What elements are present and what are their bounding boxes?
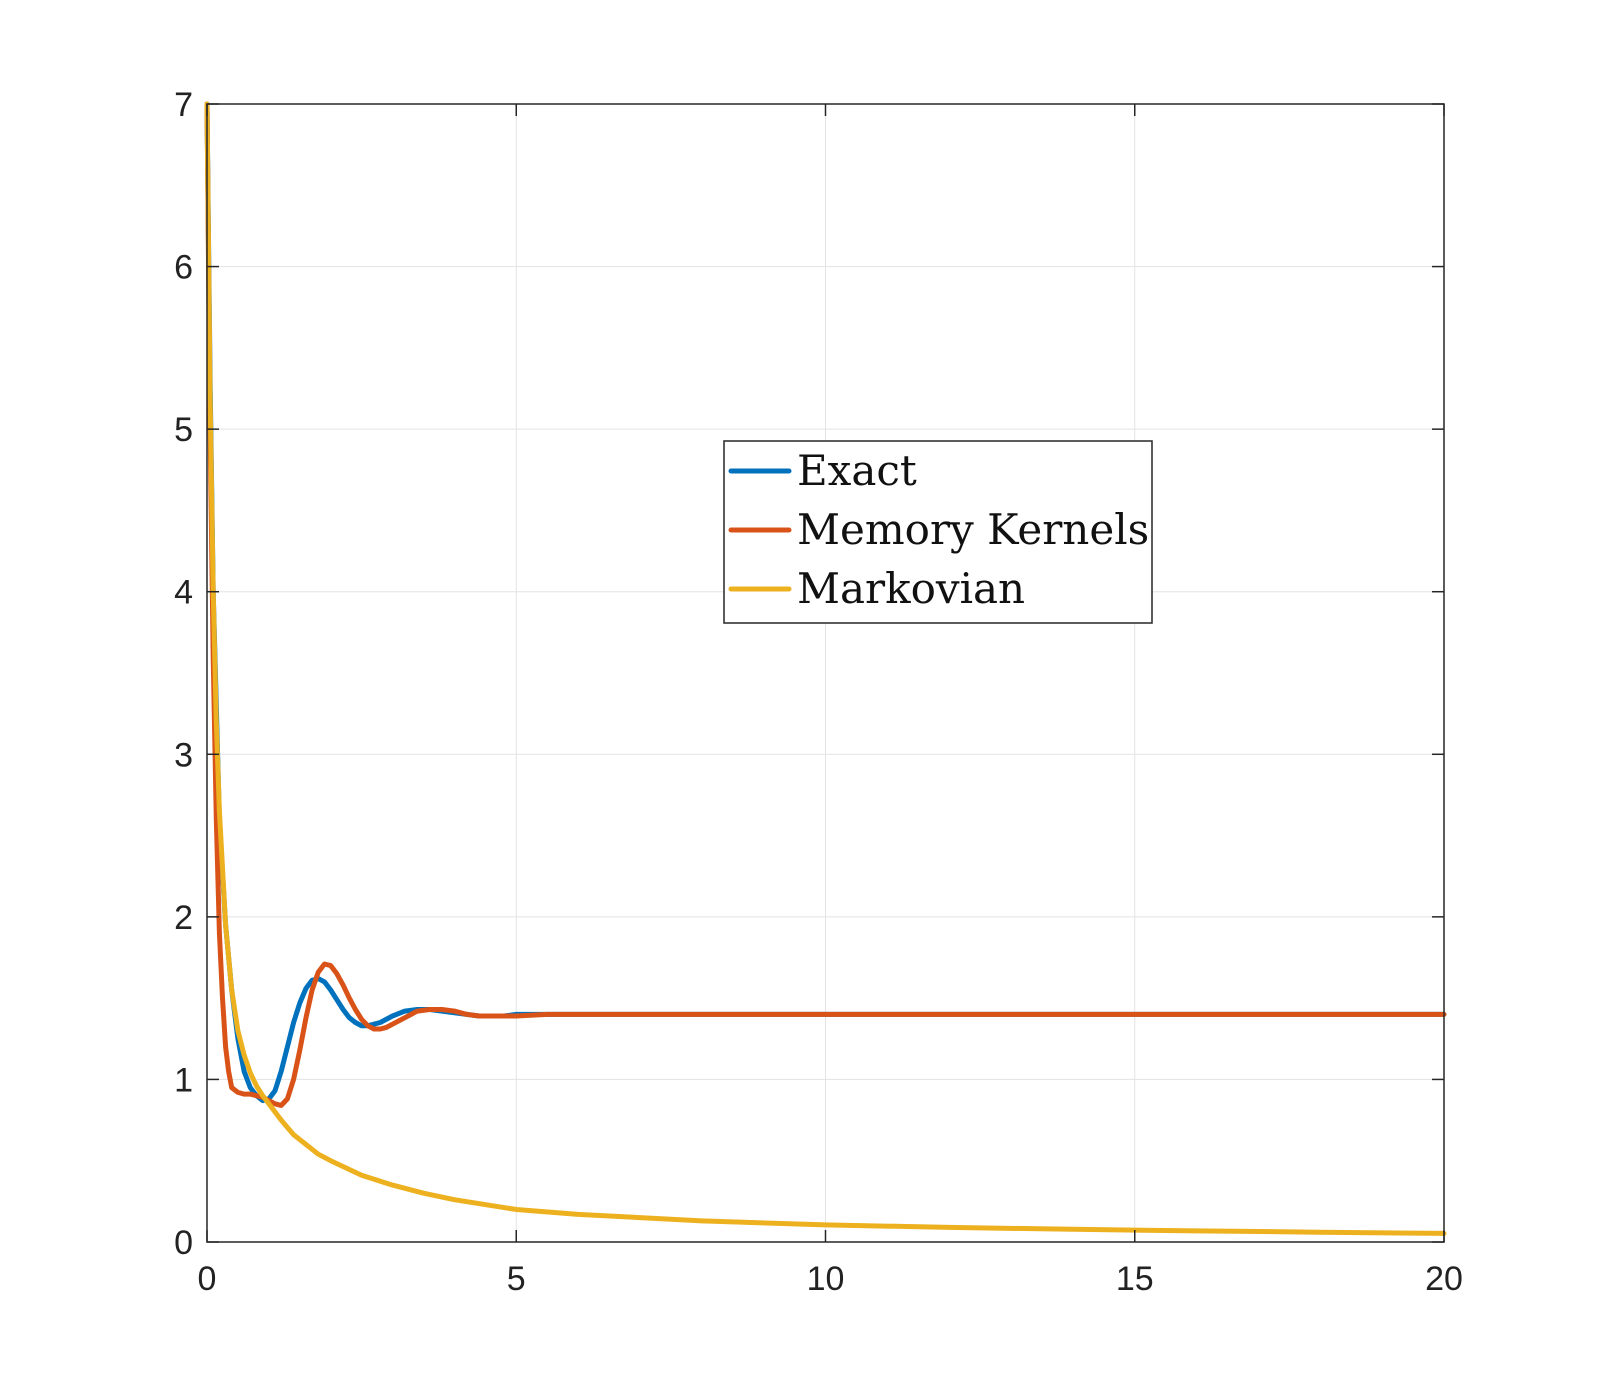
legend-box [723, 440, 1153, 624]
x-tick-label: 10 [807, 1260, 845, 1298]
axis-ticks: 0 5 10 15 20 0 1 2 3 4 5 6 7 [174, 86, 1463, 1298]
legend-label-memory-kernels: Memory Kernels [797, 505, 1149, 554]
x-tick-label: 5 [507, 1260, 526, 1298]
y-tick-label: 4 [174, 574, 193, 612]
x-tick-label: 20 [1425, 1260, 1463, 1298]
y-tick-label: 7 [174, 86, 193, 124]
legend-label-exact: Exact [797, 446, 917, 495]
y-tick-label: 6 [174, 249, 193, 287]
y-tick-label: 0 [174, 1224, 193, 1262]
legend-label-markovian: Markovian [797, 564, 1025, 613]
series-line-markovian [204, 101, 1447, 1236]
y-tick-label: 5 [174, 411, 193, 449]
y-tick-label: 1 [174, 1061, 193, 1099]
series-lines [204, 101, 1447, 1236]
legend: Exact Memory Kernels Markovian [723, 440, 1153, 624]
y-tick-label: 2 [174, 899, 193, 937]
x-tick-label: 15 [1116, 1260, 1154, 1298]
x-tick-label: 0 [198, 1260, 217, 1298]
series-line-memory-kernels [204, 101, 1447, 1108]
y-tick-label: 3 [174, 736, 193, 774]
